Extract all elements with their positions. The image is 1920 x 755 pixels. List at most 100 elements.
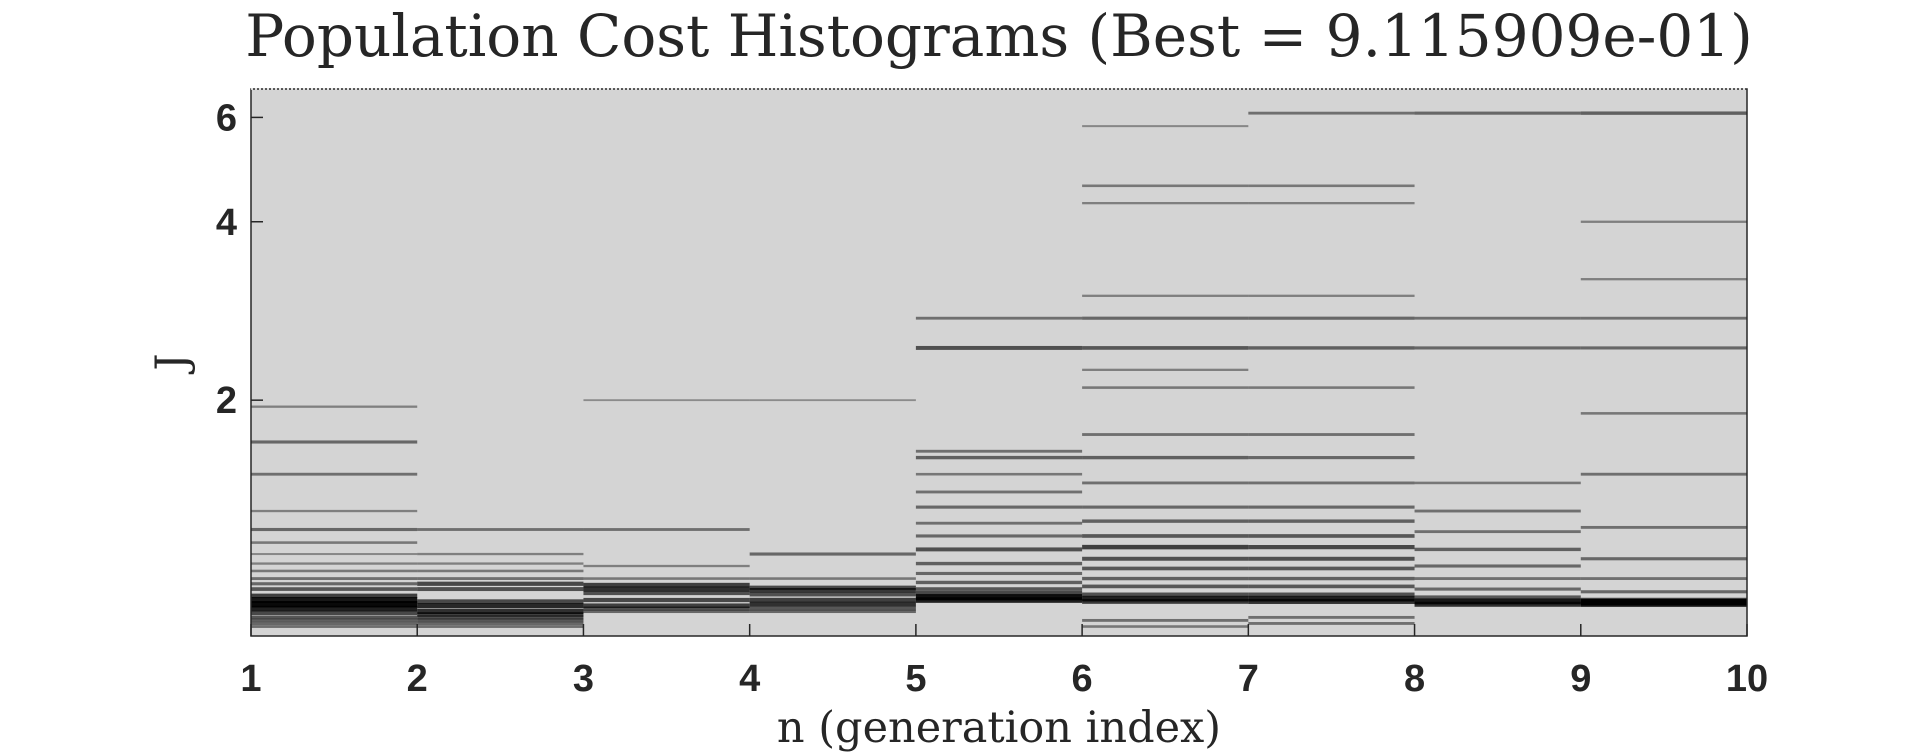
heatmap-band-gen7-row1: [1248, 595, 1415, 602]
heatmap-band-gen6-row4: [1082, 584, 1249, 589]
heatmap-band-gen8-row3: [1414, 595, 1581, 600]
heatmap-band-gen8-row9: [1414, 509, 1581, 513]
heatmap-band-gen5-row9: [915, 534, 1083, 538]
heatmap-band-gen7-row6: [1248, 566, 1415, 571]
heatmap-band-gen1-row17: [251, 472, 418, 476]
heatmap-band-gen1-row3: [251, 605, 418, 612]
heatmap-band-gen9-row6: [1580, 557, 1747, 561]
heatmap-band-gen3-row6: [583, 606, 750, 611]
heatmap-band-gen4-row6: [749, 606, 916, 611]
heatmap-band-gen2-row14: [417, 528, 584, 531]
heatmap-band-gen8-row1: [1414, 598, 1581, 605]
y-axis-ticks: 2 4 6: [216, 97, 263, 422]
heatmap-band-gen4-row5: [749, 601, 916, 607]
heatmap-band-gen2-row15: [417, 552, 584, 556]
heatmap-band-gen7-row20: [1248, 184, 1415, 188]
heatmap-band-gen2-row9: [417, 587, 584, 592]
heatmap-band-gen8-row11: [1414, 346, 1581, 350]
heatmap-band-gen6-row23: [1082, 618, 1249, 622]
heatmap-band-gen1-row15: [251, 527, 418, 532]
heatmap-band-gen9-row12: [1580, 278, 1747, 281]
heatmap-band-gen8-row5: [1414, 577, 1581, 580]
heatmap-band-gen6-row9: [1082, 534, 1249, 538]
heatmap-band-gen8-row10: [1414, 481, 1581, 485]
heatmap-band-gen1-row10: [251, 582, 418, 586]
heatmap-band-gen7-row11: [1248, 505, 1415, 509]
heatmap-band-gen7-row5: [1248, 576, 1415, 581]
x-tick-label: 9: [1570, 658, 1591, 700]
heatmap-band-gen5-row12: [915, 490, 1083, 494]
heatmap-band-gen3-row11: [583, 399, 750, 402]
heatmap-band-gen5-row7: [915, 561, 1083, 566]
heatmap-band-gen6-row15: [1082, 386, 1249, 389]
heatmap-band-gen4-row10: [749, 399, 916, 402]
heatmap-band-gen4-row9: [749, 552, 916, 556]
heatmap-band-gen5-row10: [915, 521, 1083, 525]
x-tick-label: 7: [1238, 658, 1259, 700]
heatmap-band-gen6-row5: [1082, 576, 1249, 581]
heatmap-band-gen1-row7: [251, 618, 418, 623]
heatmap-band-gen7-row18: [1248, 294, 1415, 297]
heatmap-band-gen6-row14: [1082, 433, 1249, 436]
heatmap-band-gen1-row19: [251, 405, 418, 408]
heatmap-band-gen7-row4: [1248, 584, 1415, 589]
heatmap-band-gen1-row2: [251, 597, 418, 603]
heatmap-band-gen3-row9: [583, 564, 750, 568]
heatmap-band-gen7-row17: [1248, 316, 1415, 320]
heatmap-band-gen7-row7: [1248, 556, 1415, 561]
heatmap-band-gen2-row7: [417, 621, 584, 626]
heatmap-band-gen7-row22: [1248, 615, 1415, 619]
heatmap-band-gen4-row8: [749, 577, 916, 580]
heatmap-band-gen4-row3: [749, 592, 916, 597]
heatmap-band-gen6-row13: [1082, 455, 1249, 460]
heatmap-band-gen7-row12: [1248, 481, 1415, 485]
heatmap-band-gen8-row4: [1414, 587, 1581, 591]
heatmap-band-gen6-row22: [1082, 125, 1249, 128]
heatmap-band-gen5-row17: [915, 316, 1083, 320]
heatmap-band-gen6-row21: [1082, 184, 1249, 188]
heatmap-band-gen1-row21: [251, 625, 418, 628]
heatmap-layer: [251, 111, 1747, 628]
heatmap-band-gen5-row16: [915, 345, 1083, 350]
heatmap-band-gen9-row2: [1580, 601, 1747, 607]
heatmap-band-gen7-row19: [1248, 201, 1415, 205]
heatmap-band-gen5-row8: [915, 547, 1083, 552]
heatmap-band-gen9-row4: [1580, 590, 1747, 594]
heatmap-band-gen7-row3: [1248, 592, 1415, 597]
heatmap-band-gen1-row18: [251, 440, 418, 444]
heatmap-band-gen2-row1: [417, 603, 584, 609]
x-tick-label: 8: [1404, 658, 1425, 700]
heatmap-band-gen6-row3: [1082, 592, 1249, 597]
heatmap-band-gen2-row3: [417, 612, 584, 617]
heatmap-band-gen5-row2: [915, 597, 1083, 603]
heatmap-band-gen6-row7: [1082, 556, 1249, 561]
y-axis-label: J: [147, 353, 197, 374]
heatmap-band-gen6-row8: [1082, 544, 1249, 550]
x-axis-ticks: 1 2 3 4 5 6 7 8 9 10: [240, 624, 1768, 700]
heatmap-band-gen9-row11: [1580, 316, 1747, 320]
heatmap-band-gen5-row13: [915, 472, 1083, 476]
heatmap-band-gen9-row3: [1580, 597, 1747, 603]
x-tick-label: 4: [739, 658, 760, 700]
heatmap-band-gen9-row5: [1580, 577, 1747, 580]
heatmap-band-gen3-row5: [583, 603, 750, 608]
heatmap-band-gen1-row6: [251, 615, 418, 620]
heatmap-band-gen3-row8: [583, 577, 750, 580]
heatmap-band-gen8-row7: [1414, 547, 1581, 552]
plot-background: [251, 89, 1747, 636]
heatmap-band-gen5-row14: [915, 455, 1083, 460]
heatmap-band-gen2-row5: [417, 615, 584, 620]
heatmap-band-gen6-row12: [1082, 481, 1249, 485]
heatmap-band-gen7-row16: [1248, 346, 1415, 350]
heatmap-band-gen8-row13: [1414, 111, 1581, 115]
heatmap-band-gen5-row11: [915, 505, 1083, 509]
heatmap-band-gen5-row3: [915, 591, 1083, 596]
heatmap-band-gen1-row9: [251, 587, 418, 591]
x-tick-label: 2: [407, 658, 428, 700]
heatmap-band-gen6-row24: [1082, 625, 1249, 628]
heatmap-band-gen1-row20: [251, 553, 418, 556]
heatmap-band-gen4-row7: [749, 609, 916, 614]
heatmap-band-gen6-row20: [1082, 201, 1249, 205]
heatmap-band-gen5-row4: [915, 587, 1083, 591]
